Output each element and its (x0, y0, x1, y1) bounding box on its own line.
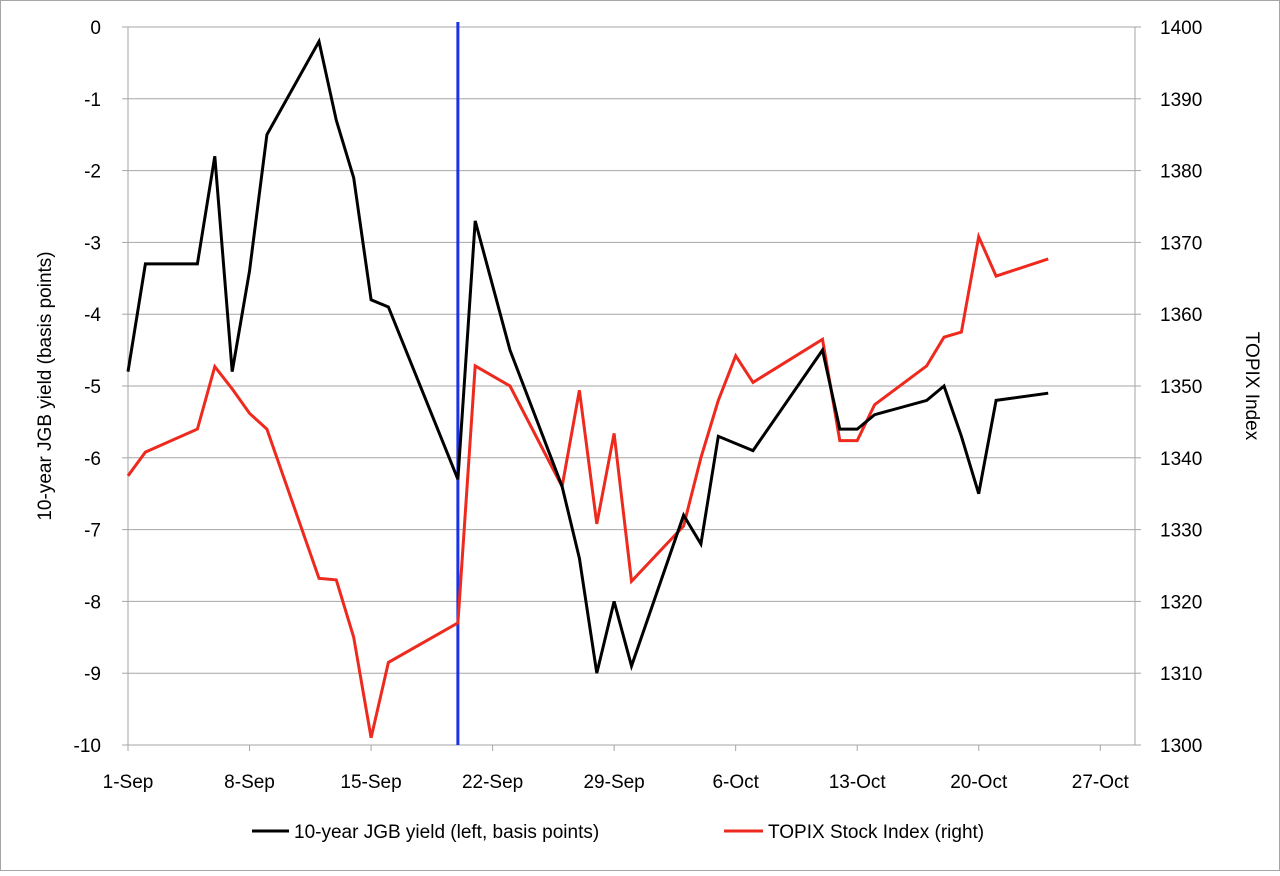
series-line-topix (126, 231, 1049, 739)
y-right-tick-label: 1400 (1160, 18, 1202, 39)
x-tick-label: 6-Oct (712, 772, 759, 793)
legend-item-jgb-yield: 10-year JGB yield (left, basis points) (252, 822, 599, 843)
x-tick-label: 22-Sep (462, 772, 523, 793)
gridlines (128, 26, 1135, 674)
y-left-tick-label: -4 (84, 305, 101, 326)
y-left-tick-label: -6 (84, 449, 101, 470)
legend-item-topix: TOPIX Stock Index (right) (724, 822, 984, 843)
y-right-tick-label: 1310 (1160, 664, 1202, 685)
y-left-tick-label: -1 (84, 90, 101, 111)
y-axis-left-title: 10-year JGB yield (basis points) (35, 251, 56, 520)
y-right-tick-label: 1370 (1160, 233, 1202, 254)
y-left-tick-label: -9 (84, 664, 101, 685)
y-left-tick-label: -7 (84, 521, 101, 542)
y-right-tick-label: 1320 (1160, 592, 1202, 613)
x-tick-label: 1-Sep (103, 772, 154, 793)
x-tick-label: 15-Sep (340, 772, 401, 793)
y-right-tick-label: 1390 (1160, 90, 1202, 111)
y-axis-right-title: TOPIX Index (1241, 332, 1262, 441)
y-right-tick-label: 1350 (1160, 377, 1202, 398)
y-right-tick-label: 1360 (1160, 305, 1202, 326)
x-tick-label: 13-Oct (829, 772, 887, 793)
legend-label: TOPIX Stock Index (right) (768, 822, 984, 843)
x-tick-label: 8-Sep (224, 772, 275, 793)
y-right-tick-label: 1330 (1160, 521, 1202, 542)
y-left-tick-label: -8 (84, 592, 101, 613)
tick-labels: 0 1400 -1 1390 -2 1380 -3 1370 -4 1360 -5 1350 -6 134… (74, 18, 1203, 793)
series-line-jgb-yield (126, 37, 1049, 674)
y-right-tick-label: 1340 (1160, 449, 1202, 470)
x-tick-label: 20-Oct (950, 772, 1008, 793)
legend: 10-year JGB yield (left, basis points) TO… (252, 822, 984, 843)
y-left-tick-label: -10 (74, 736, 101, 757)
y-left-tick-label: -3 (84, 233, 101, 254)
axes (122, 26, 1141, 751)
y-right-tick-label: 1300 (1160, 736, 1202, 757)
y-left-tick-label: -2 (84, 162, 101, 183)
x-tick-label: 29-Sep (583, 772, 644, 793)
y-left-tick-label: -5 (84, 377, 101, 398)
series-layer (126, 37, 1049, 739)
legend-label: 10-year JGB yield (left, basis points) (294, 822, 599, 843)
x-tick-label: 27-Oct (1072, 772, 1130, 793)
y-right-tick-label: 1380 (1160, 162, 1202, 183)
y-left-tick-label: 0 (90, 18, 101, 39)
